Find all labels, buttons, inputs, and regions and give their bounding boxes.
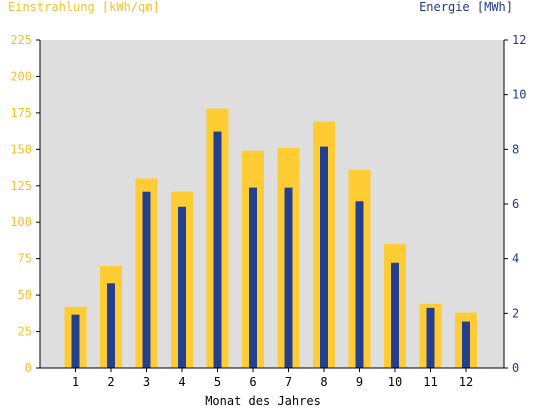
right-tick-label: 2: [512, 306, 519, 320]
right-axis-title: Energie [MWh]: [419, 0, 513, 14]
left-tick-label: 150: [10, 142, 32, 156]
energy-bars: [71, 131, 470, 368]
energy-bar: [142, 191, 151, 368]
x-tick-label: 1: [72, 375, 79, 389]
right-axis-ticks: 0 2 4 6 8 10 12: [504, 33, 526, 375]
x-tick-label: 11: [423, 375, 437, 389]
left-axis-ticks: 0 25 50 75 100 125 150 175 200 225: [10, 33, 40, 375]
left-tick-label: 200: [10, 69, 32, 83]
right-tick-label: 10: [512, 88, 526, 102]
energy-bar: [426, 307, 435, 368]
x-tick-label: 8: [320, 375, 327, 389]
energy-bar: [284, 187, 293, 368]
energy-bar: [355, 201, 364, 368]
energy-bar: [178, 206, 186, 368]
right-tick-label: 6: [512, 197, 519, 211]
right-tick-label: 0: [512, 361, 519, 375]
right-tick-label: 12: [512, 33, 526, 47]
energy-bar: [462, 321, 470, 368]
energy-bar: [213, 131, 222, 368]
x-tick-label: 9: [356, 375, 363, 389]
x-tick-label: 7: [285, 375, 292, 389]
x-axis-ticks: 1 2 3 4 5 6 7 8 9 10 11 12: [72, 368, 473, 389]
right-tick-label: 8: [512, 142, 519, 156]
left-axis-title: Einstrahlung [kWh/qm]: [8, 0, 160, 14]
left-tick-label: 225: [10, 33, 32, 47]
left-tick-label: 0: [25, 361, 32, 375]
left-tick-label: 125: [10, 179, 32, 193]
x-tick-label: 4: [178, 375, 185, 389]
left-tick-label: 100: [10, 215, 32, 229]
x-tick-label: 3: [143, 375, 150, 389]
energy-bar: [107, 283, 115, 368]
x-tick-label: 12: [459, 375, 473, 389]
energy-bar: [71, 314, 80, 368]
left-tick-label: 25: [18, 325, 32, 339]
energy-bar: [249, 187, 257, 368]
x-axis-title: Monat des Jahres: [205, 394, 321, 408]
energy-bar: [391, 262, 399, 368]
right-tick-label: 4: [512, 252, 519, 266]
x-tick-label: 6: [249, 375, 256, 389]
left-tick-label: 75: [18, 252, 32, 266]
x-tick-label: 10: [388, 375, 402, 389]
left-tick-label: 175: [10, 106, 32, 120]
x-tick-label: 5: [214, 375, 221, 389]
x-tick-label: 2: [107, 375, 114, 389]
irradiation-bars: [64, 108, 477, 368]
left-tick-label: 50: [18, 288, 32, 302]
energy-bar: [320, 146, 328, 368]
